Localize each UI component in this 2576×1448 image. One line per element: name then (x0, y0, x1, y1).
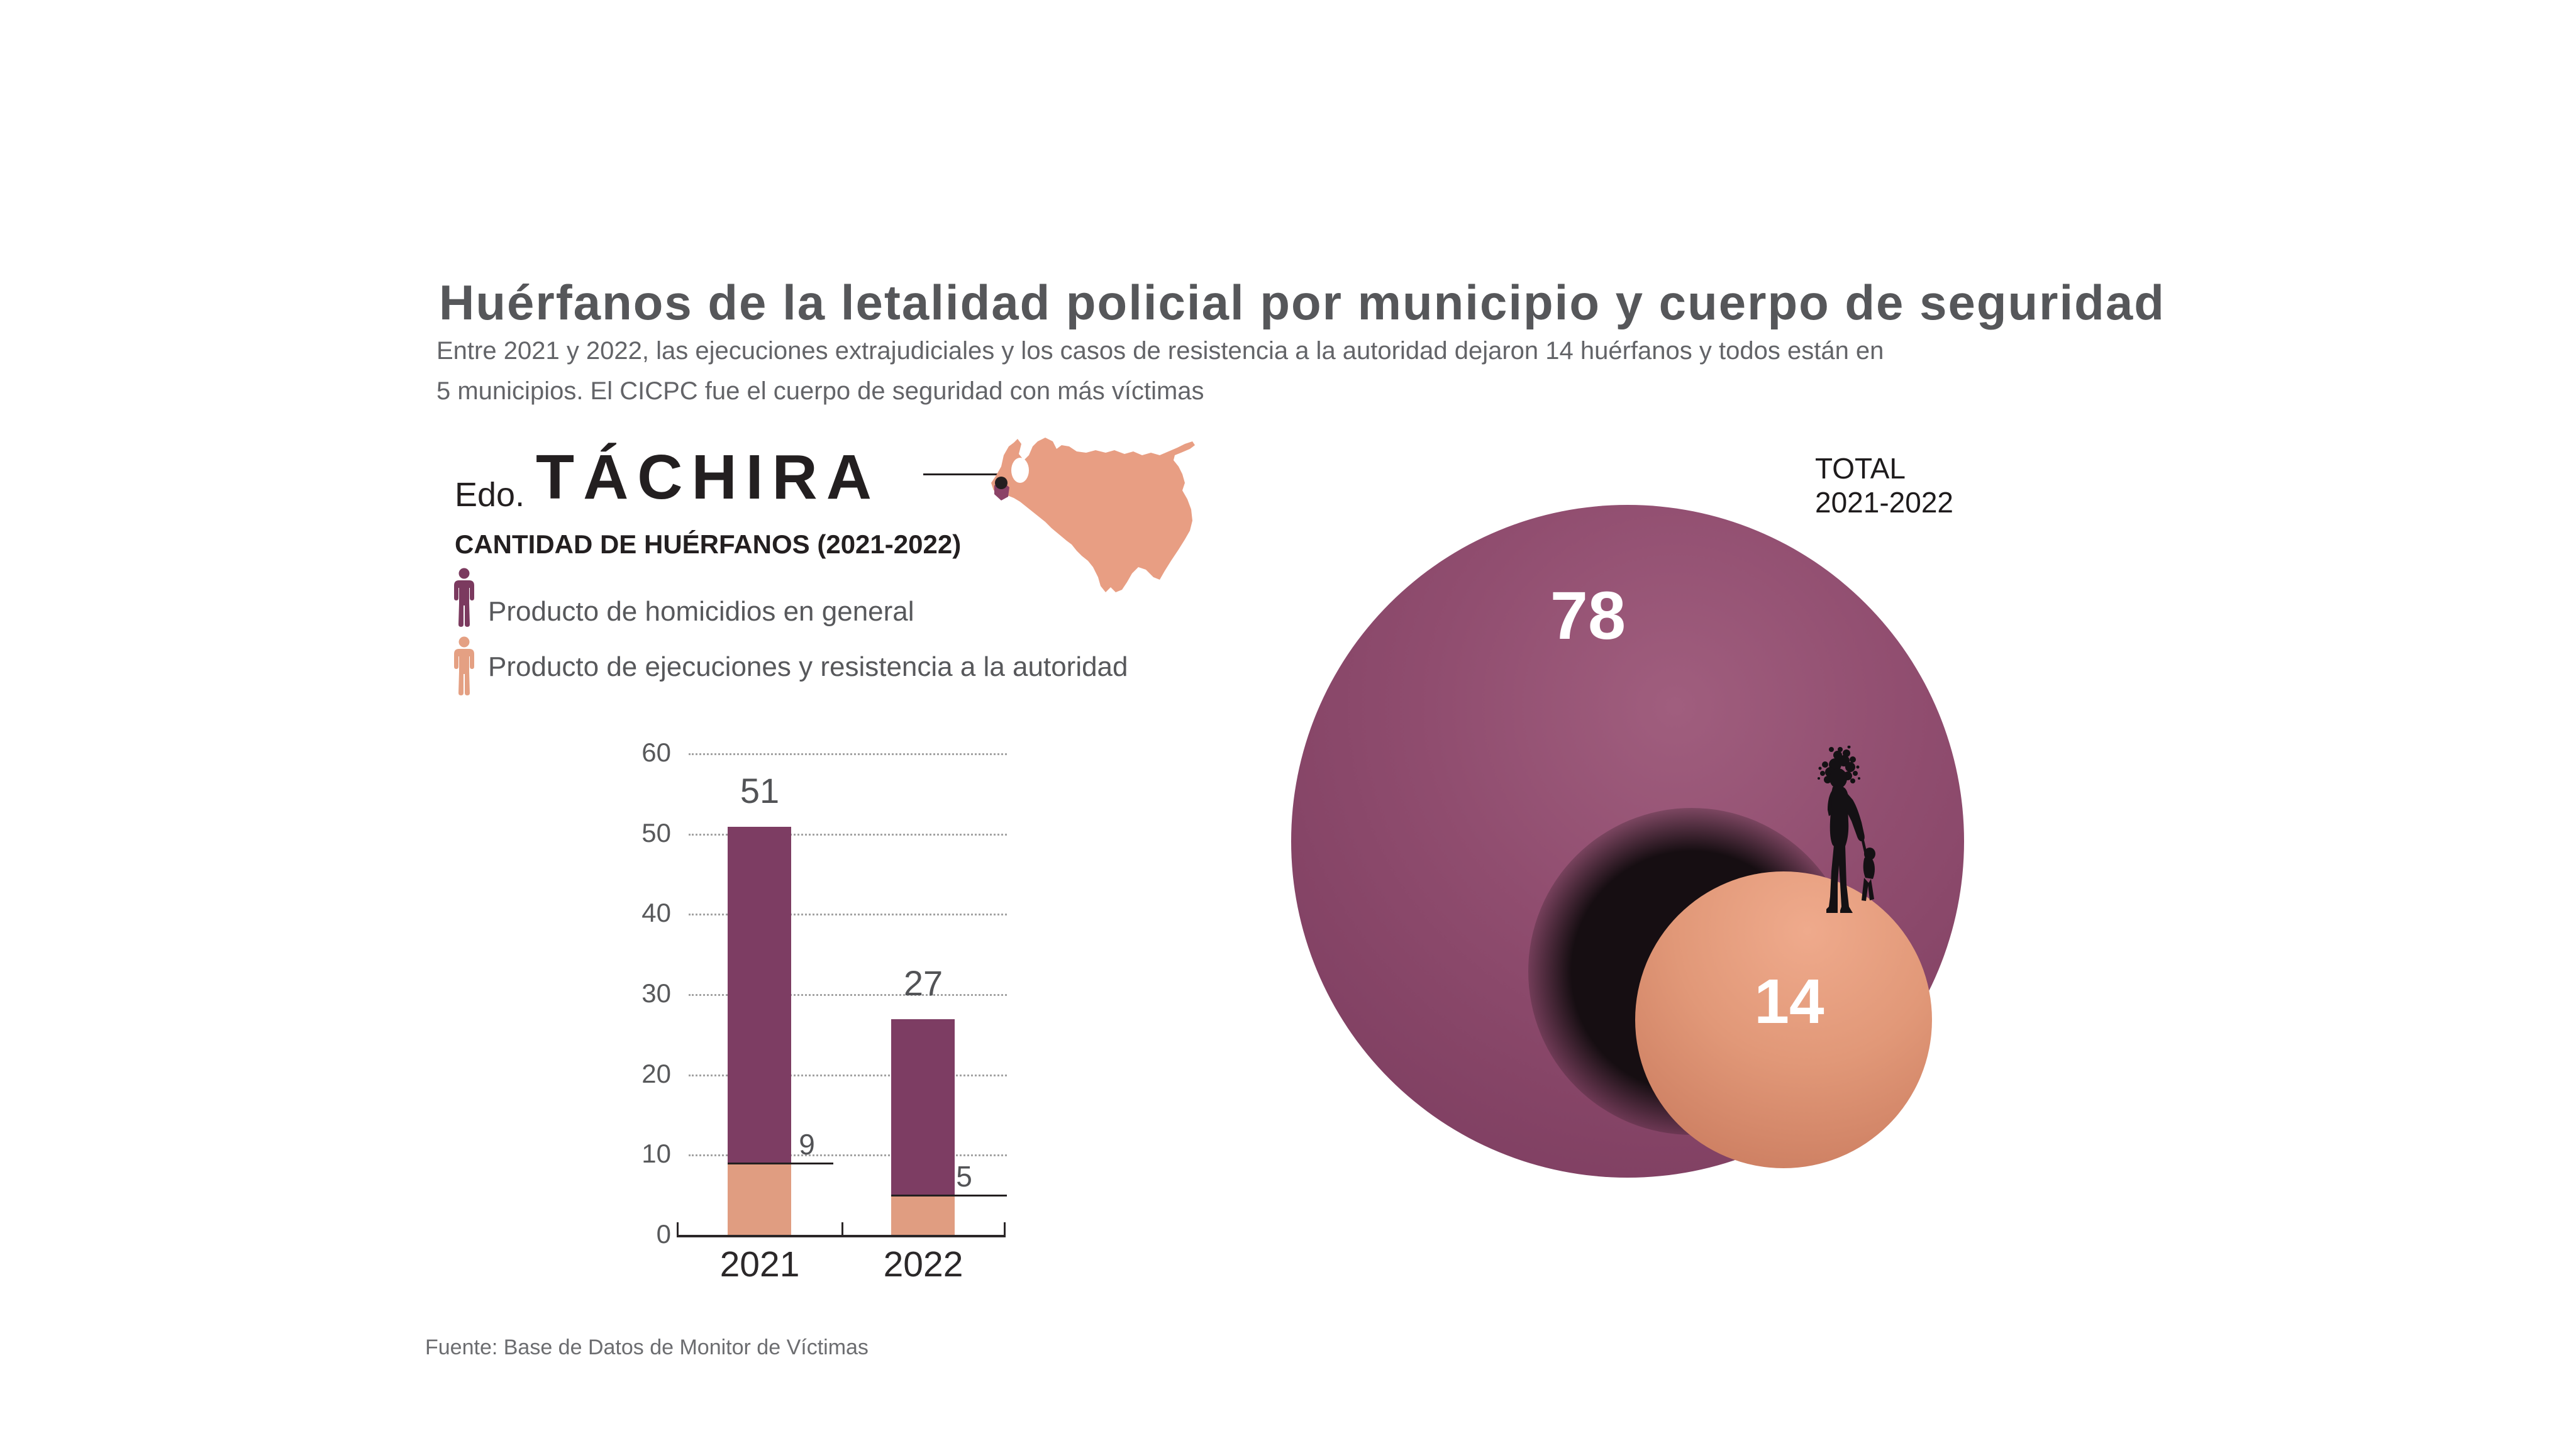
subtitle-line-1: Entre 2021 y 2022, las ejecuciones extra… (436, 337, 1884, 365)
source-note: Fuente: Base de Datos de Monitor de Víct… (425, 1335, 869, 1359)
tachira-marker-dot (995, 477, 1008, 489)
subtitle-line-2: 5 municipios. El CICPC fue el cuerpo de … (436, 377, 1204, 405)
total-label-line1: TOTAL (1815, 452, 1906, 485)
y-tick-label: 40 (641, 898, 671, 927)
bar-2022-homicidios (891, 1019, 955, 1196)
person-icon-salmon (449, 636, 479, 699)
gridline (689, 753, 1007, 755)
gridline (689, 1154, 1007, 1156)
x-axis (677, 1235, 1006, 1237)
x-axis-tick (677, 1222, 679, 1235)
chart-subheading: CANTIDAD DE HUÉRFANOS (2021-2022) (455, 529, 962, 559)
person-icon-purple (449, 568, 479, 631)
y-tick-label: 30 (641, 978, 671, 1008)
y-tick-label: 50 (641, 818, 671, 848)
total-value-label: 27 (903, 963, 943, 1003)
bar-2021-homicidios (728, 827, 791, 1164)
segment-value-label: 9 (799, 1128, 815, 1161)
state-prefix: Edo. (455, 476, 525, 514)
y-tick-label: 60 (641, 738, 671, 767)
page-title: Huérfanos de la letalidad policial por m… (439, 275, 2165, 330)
gridline (689, 1075, 1007, 1076)
lake-maracaibo (1011, 458, 1029, 483)
segment-leader-line (728, 1163, 833, 1164)
state-name: TÁCHIRA (536, 442, 880, 512)
legend-item-label-homicidios: Producto de homicidios en general (488, 596, 914, 627)
total-bubble-ejecuciones (1635, 871, 1932, 1168)
map-connector-line (923, 473, 1001, 475)
x-axis-tick (1004, 1222, 1006, 1235)
total-value-label: 51 (740, 771, 780, 810)
gridline (689, 834, 1007, 836)
x-axis-tick (841, 1222, 843, 1235)
bar-2022-ejecuciones (891, 1196, 955, 1236)
x-tick-label: 2022 (883, 1244, 963, 1285)
segment-leader-line (891, 1195, 1007, 1197)
small-bubble-value: 14 (1754, 966, 1824, 1037)
legend-item-label-ejecuciones: Producto de ejecuciones y resistencia a … (488, 651, 1128, 682)
gridline (689, 994, 1007, 996)
y-tick-label: 0 (656, 1219, 671, 1249)
venezuela-shape (991, 438, 1195, 592)
venezuela-map-icon (982, 428, 1199, 597)
adult-and-child-silhouette-icon (1809, 745, 1894, 934)
gridline (689, 914, 1007, 915)
segment-value-label: 5 (956, 1160, 972, 1193)
bar-2021-ejecuciones (728, 1164, 791, 1236)
big-bubble-value: 78 (1550, 577, 1626, 653)
total-label-line2: 2021-2022 (1815, 486, 1953, 519)
total-label: TOTAL 2021-2022 (1815, 451, 1953, 519)
y-tick-label: 20 (641, 1059, 671, 1088)
x-tick-label: 2021 (719, 1244, 800, 1285)
y-tick-label: 10 (641, 1139, 671, 1168)
